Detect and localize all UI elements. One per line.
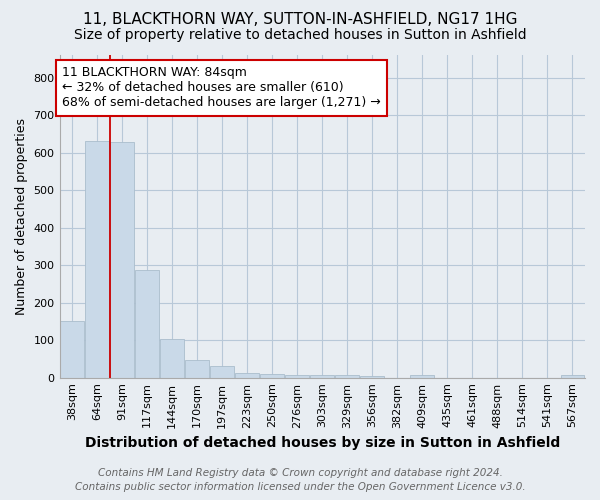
Y-axis label: Number of detached properties: Number of detached properties [15,118,28,315]
Bar [235,373,259,378]
X-axis label: Distribution of detached houses by size in Sutton in Ashfield: Distribution of detached houses by size … [85,436,560,450]
Bar [160,339,184,378]
Text: 11, BLACKTHORN WAY, SUTTON-IN-ASHFIELD, NG17 1HG: 11, BLACKTHORN WAY, SUTTON-IN-ASHFIELD, … [83,12,517,28]
Bar [410,376,434,378]
Bar [110,142,134,378]
Bar [361,376,384,378]
Bar [135,270,159,378]
Bar [185,360,209,378]
Text: Size of property relative to detached houses in Sutton in Ashfield: Size of property relative to detached ho… [74,28,526,42]
Bar [335,375,359,378]
Bar [85,140,109,378]
Text: 11 BLACKTHORN WAY: 84sqm
← 32% of detached houses are smaller (610)
68% of semi-: 11 BLACKTHORN WAY: 84sqm ← 32% of detach… [62,66,381,110]
Bar [560,374,584,378]
Bar [310,375,334,378]
Bar [210,366,234,378]
Text: Contains HM Land Registry data © Crown copyright and database right 2024.
Contai: Contains HM Land Registry data © Crown c… [74,468,526,492]
Bar [286,374,309,378]
Bar [60,322,84,378]
Bar [260,374,284,378]
